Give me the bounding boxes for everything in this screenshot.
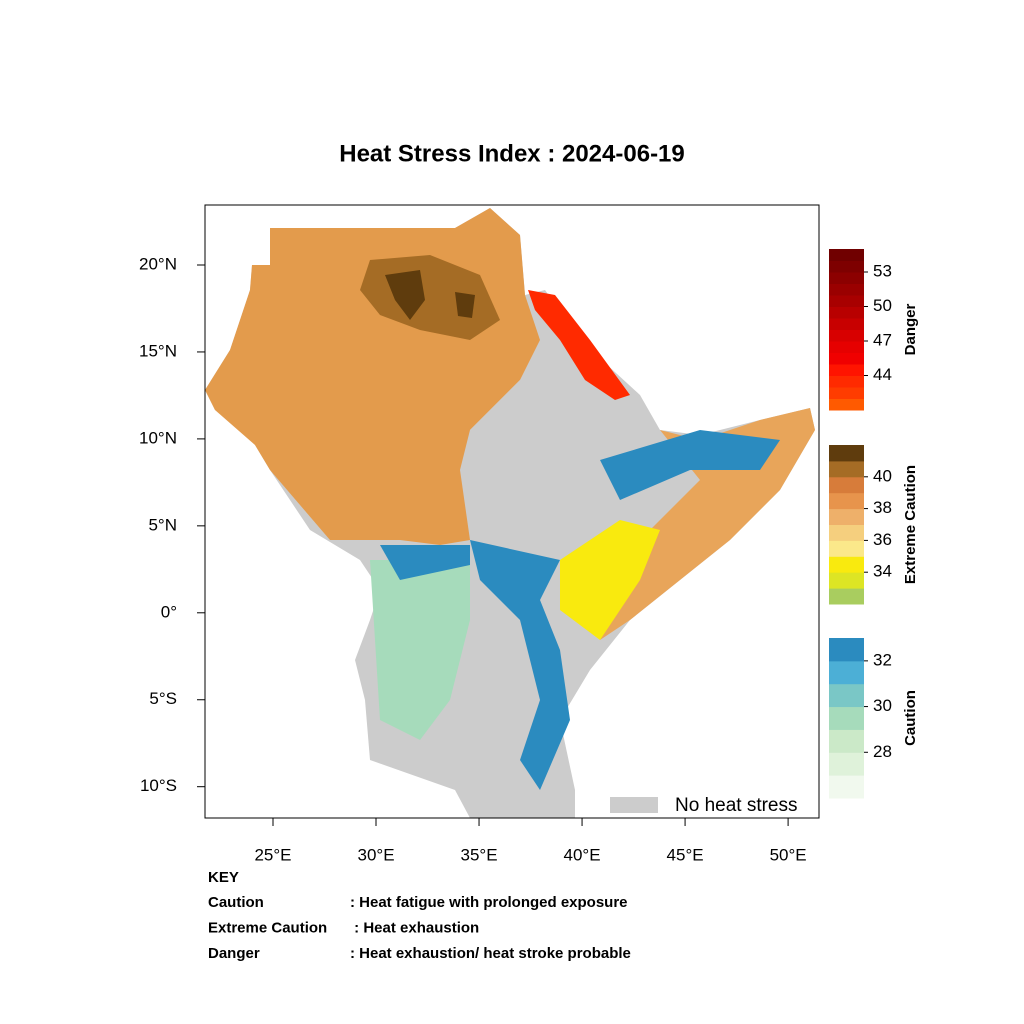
map-frame	[204, 204, 820, 819]
colorbar-tick-label: 50	[873, 296, 892, 315]
colorbar-tick-label: 36	[873, 530, 892, 549]
colorbar-step	[829, 556, 864, 573]
colorbar-step	[829, 272, 864, 284]
map-area	[204, 204, 820, 819]
colorbar-tick-label: 40	[873, 466, 892, 485]
colorbar-step	[829, 329, 864, 342]
colorbar-tick-label: 53	[873, 261, 892, 280]
hottest-core	[385, 270, 425, 320]
key-title: KEY	[208, 869, 239, 886]
colorbar-step	[829, 588, 864, 605]
x-tick-label: 30°E	[357, 845, 394, 864]
colorbar-title: Caution	[902, 690, 919, 746]
colorbar-step	[829, 398, 864, 411]
colorbar-tick-label: 30	[873, 696, 892, 715]
coast-blue	[600, 430, 780, 500]
colorbar-step	[829, 638, 864, 662]
caution-west	[370, 560, 470, 740]
x-tick-label: 35°E	[461, 845, 498, 864]
cool-highland	[470, 370, 600, 540]
key-meaning: : Heat fatigue with prolonged exposure	[350, 894, 628, 911]
colorbar-title: Danger	[902, 304, 919, 356]
colorbar-step	[829, 775, 864, 799]
y-tick-label: 15°N	[139, 341, 177, 360]
x-tick-label: 50°E	[770, 845, 807, 864]
title: Heat Stress Index : 2024-06-19	[339, 140, 685, 167]
colorbar-tick-label: 38	[873, 498, 892, 517]
colorbar-step	[829, 318, 864, 330]
colorbar-step	[829, 341, 864, 353]
y-tick-label: 10°S	[140, 776, 177, 795]
y-tick-label: 0°	[161, 602, 177, 621]
yellow-band	[560, 520, 660, 640]
colorbar-tick-label: 47	[873, 330, 892, 349]
colorbar-step	[829, 375, 864, 388]
hottest-core	[455, 292, 475, 318]
colorbar-step	[829, 364, 864, 376]
colorbar-step	[829, 572, 864, 589]
colorbar-step	[829, 387, 864, 399]
y-tick-label: 5°N	[148, 515, 177, 534]
colorbar-step	[829, 492, 864, 510]
colorbar-step	[829, 706, 864, 730]
key-meaning: : Heat exhaustion	[350, 919, 479, 936]
colorbar-step	[829, 508, 864, 525]
colorbar-step	[829, 476, 864, 494]
legend-label: No heat stress	[675, 795, 798, 816]
colorbar-step	[829, 729, 864, 753]
colorbar-tick-label: 28	[873, 742, 892, 761]
caution-west-edge	[380, 545, 470, 580]
x-tick-label: 25°E	[254, 845, 291, 864]
colorbar-step	[829, 660, 864, 685]
colorbar-tick-label: 34	[873, 562, 892, 581]
colorbar-title: Extreme Caution	[902, 465, 919, 584]
colorbar-step	[829, 295, 864, 307]
colorbar-step	[829, 306, 864, 319]
colorbar-step	[829, 540, 864, 557]
y-tick-label: 5°S	[149, 689, 177, 708]
key-term: Extreme Caution	[208, 919, 327, 936]
legend-swatch	[610, 797, 658, 813]
y-tick-label: 10°N	[139, 428, 177, 447]
key-term: Danger	[208, 945, 260, 962]
colorbar-step	[829, 260, 864, 273]
danger-coast	[528, 290, 630, 400]
caution-band	[470, 540, 570, 790]
colorbar-step	[829, 249, 864, 261]
x-tick-label: 40°E	[564, 845, 601, 864]
key-meaning: : Heat exhaustion/ heat stroke probable	[350, 945, 631, 962]
colorbar-tick-label: 44	[873, 365, 892, 384]
colorbar-step	[829, 460, 864, 478]
colorbar-step	[829, 283, 864, 296]
y-tick-label: 20°N	[139, 254, 177, 273]
key-term: Caution	[208, 894, 264, 911]
colorbar-step	[829, 524, 864, 541]
colorbar-step	[829, 683, 864, 708]
x-tick-label: 45°E	[667, 845, 704, 864]
colorbar-step	[829, 445, 864, 462]
colorbar-step	[829, 752, 864, 776]
colorbar-step	[829, 352, 864, 365]
colorbar-tick-label: 32	[873, 650, 892, 669]
